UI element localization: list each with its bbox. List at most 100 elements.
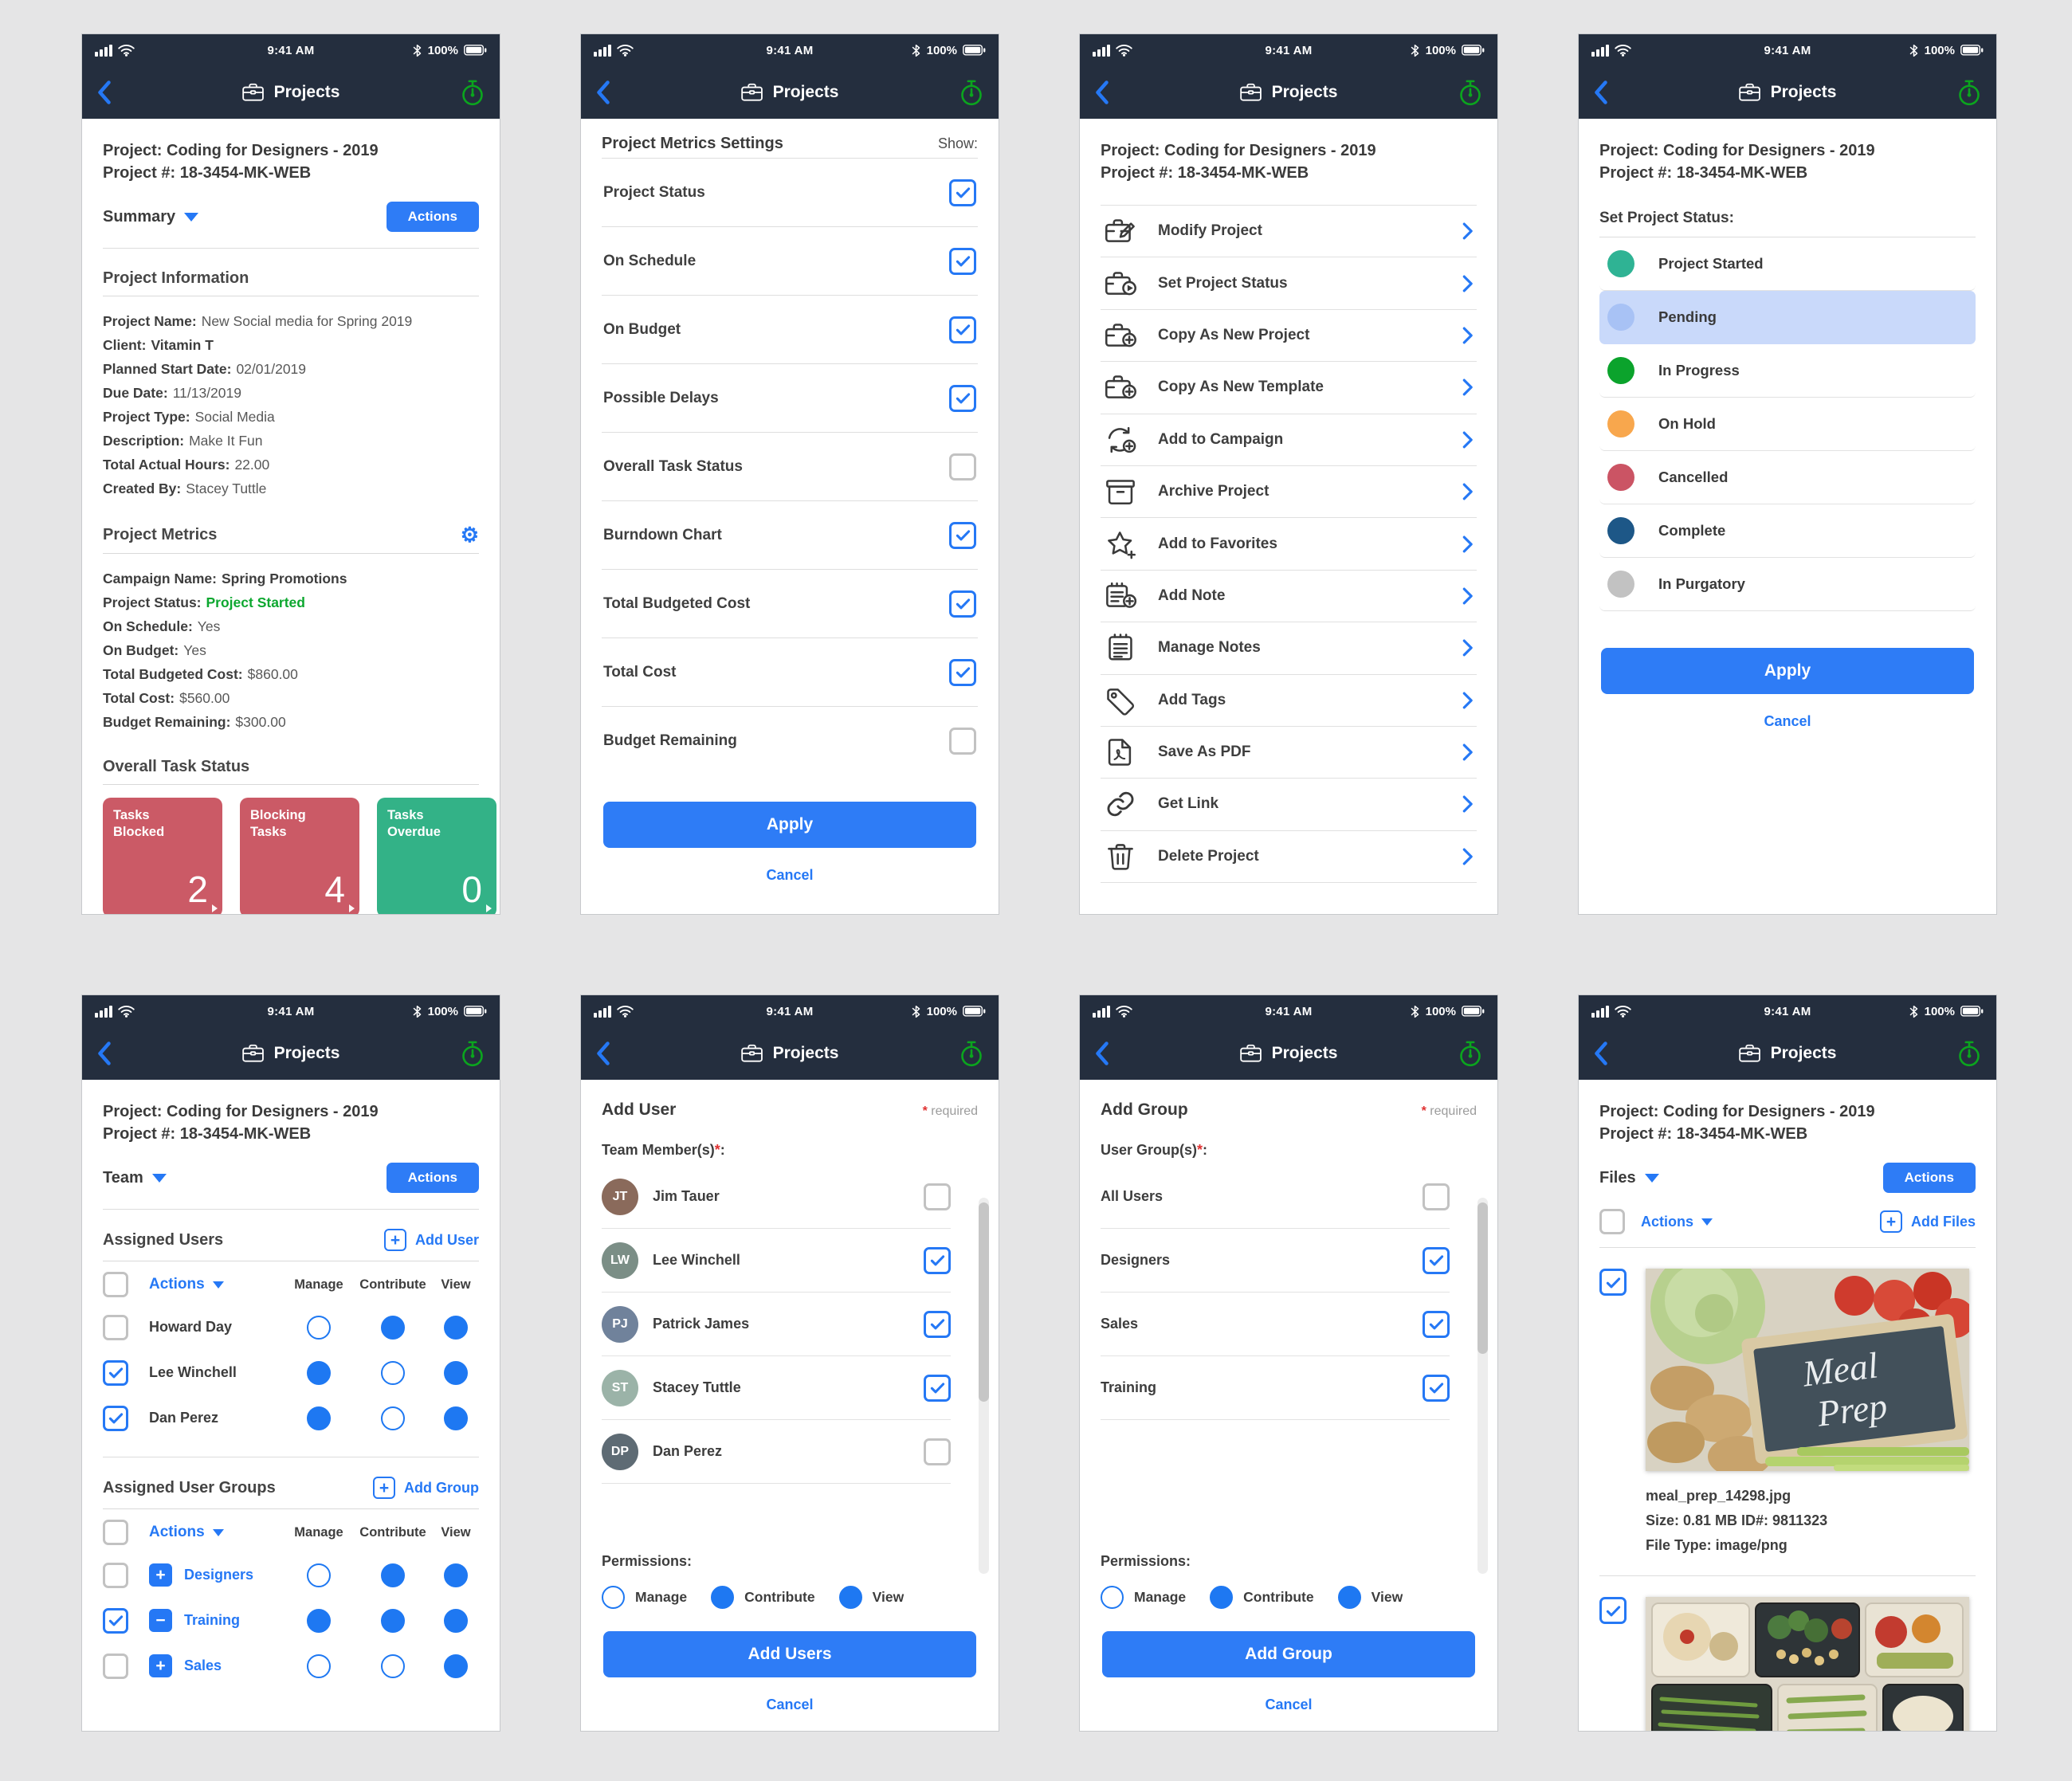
timer-icon[interactable] [1458,79,1483,106]
contribute-radio[interactable] [381,1406,405,1430]
checkbox[interactable] [949,521,976,549]
file-thumbnail[interactable] [1646,1597,1969,1731]
task-status-tile[interactable]: Tasks Blocked 2 [103,798,222,914]
back-chevron-icon[interactable] [1094,80,1109,104]
status-option[interactable]: In Progress [1599,344,1976,398]
checkbox[interactable] [949,316,976,343]
manage-radio[interactable] [307,1654,331,1678]
checkbox[interactable] [949,590,976,618]
status-option[interactable]: Project Started [1599,237,1976,291]
contribute-radio[interactable] [381,1654,405,1678]
menu-item[interactable]: Save As PDF [1101,727,1477,779]
group-name[interactable]: Sales [184,1657,222,1673]
back-chevron-icon[interactable] [1593,1042,1608,1065]
apply-button[interactable]: Apply [603,802,976,848]
menu-item[interactable]: Copy As New Project [1101,310,1477,363]
menu-item[interactable]: Modify Project [1101,206,1477,258]
menu-item[interactable]: Add Note [1101,571,1477,623]
view-radio[interactable] [444,1315,468,1340]
group-checkbox[interactable] [1423,1310,1450,1338]
task-status-tile[interactable]: Tasks Overdue 0 [377,798,496,914]
add-group-link[interactable]: + Add Group [373,1477,479,1499]
add-files-link[interactable]: + Add Files [1879,1210,1976,1233]
manage-radio[interactable] [307,1563,331,1587]
bulk-actions-dropdown[interactable]: Actions [149,1524,224,1541]
view-radio[interactable] [444,1406,468,1430]
permission-radio[interactable] [1101,1586,1124,1609]
group-checkbox[interactable] [1423,1246,1450,1274]
timer-icon[interactable] [959,1040,984,1067]
member-checkbox[interactable] [924,1183,951,1210]
add-group-button[interactable]: Add Group [1102,1631,1475,1677]
bulk-actions-dropdown[interactable]: Actions [149,1276,224,1293]
group-checkbox[interactable] [103,1562,128,1588]
cancel-link[interactable]: Cancel [1764,713,1811,729]
view-dropdown[interactable]: Files [1599,1169,1659,1187]
group-name[interactable]: Designers [184,1567,254,1583]
bulk-actions-dropdown[interactable]: Actions [1641,1214,1713,1230]
scrollbar-thumb[interactable] [979,1202,989,1402]
manage-radio[interactable] [307,1406,331,1430]
view-dropdown[interactable]: Team [103,1169,167,1187]
menu-item[interactable]: Add to Favorites [1101,518,1477,571]
cancel-link[interactable]: Cancel [766,867,814,883]
permission-radio[interactable] [1337,1586,1361,1609]
contribute-radio[interactable] [381,1360,405,1385]
select-all-users-checkbox[interactable] [103,1272,128,1297]
add-user-link[interactable]: + Add User [383,1229,479,1251]
checkbox[interactable] [949,384,976,412]
view-dropdown[interactable]: Summary [103,208,199,226]
permission-option[interactable]: Manage [602,1586,687,1609]
expand-toggle[interactable]: + [149,1654,172,1677]
checkbox[interactable] [949,178,976,206]
expand-toggle[interactable]: − [149,1609,172,1632]
permission-option[interactable]: View [838,1586,904,1609]
file-thumbnail[interactable]: Meal Prep [1646,1249,1975,1477]
menu-item[interactable]: Delete Project [1101,831,1477,884]
manage-radio[interactable] [307,1360,331,1385]
permission-option[interactable]: Contribute [711,1586,815,1609]
actions-button[interactable]: Actions [1882,1163,1976,1193]
menu-item[interactable]: Archive Project [1101,466,1477,519]
menu-item[interactable]: Add Tags [1101,675,1477,727]
status-option[interactable]: Cancelled [1599,451,1976,504]
timer-icon[interactable] [460,1040,485,1067]
menu-item[interactable]: Copy As New Template [1101,362,1477,414]
checkbox[interactable] [949,658,976,686]
timer-icon[interactable] [460,79,485,106]
status-option[interactable]: In Purgatory [1599,558,1976,611]
menu-item[interactable]: Get Link [1101,779,1477,831]
view-radio[interactable] [444,1360,468,1385]
manage-radio[interactable] [307,1608,331,1633]
member-checkbox[interactable] [924,1374,951,1402]
file-checkbox[interactable] [1599,1597,1627,1624]
add-users-button[interactable]: Add Users [603,1631,976,1677]
timer-icon[interactable] [1458,1040,1483,1067]
permission-option[interactable]: Manage [1101,1586,1186,1609]
permission-radio[interactable] [602,1586,625,1609]
menu-item[interactable]: Set Project Status [1101,257,1477,310]
contribute-radio[interactable] [381,1563,405,1587]
group-checkbox[interactable] [103,1607,128,1634]
timer-icon[interactable] [1956,1040,1982,1067]
cancel-link[interactable]: Cancel [766,1697,814,1712]
back-chevron-icon[interactable] [1593,80,1608,104]
back-chevron-icon[interactable] [595,1042,610,1065]
select-all-files-checkbox[interactable] [1599,1209,1625,1234]
actions-button[interactable]: Actions [386,1163,479,1193]
back-chevron-icon[interactable] [1094,1042,1109,1065]
checkbox[interactable] [949,727,976,755]
group-checkbox[interactable] [103,1653,128,1679]
back-chevron-icon[interactable] [595,80,610,104]
group-checkbox[interactable] [1423,1183,1450,1210]
view-radio[interactable] [444,1563,468,1587]
permission-radio[interactable] [711,1586,735,1609]
member-checkbox[interactable] [924,1310,951,1338]
task-status-tile[interactable]: Blocking Tasks 4 [240,798,359,914]
menu-item[interactable]: Add to Campaign [1101,414,1477,466]
user-checkbox[interactable] [103,1314,128,1340]
checkbox[interactable] [949,247,976,275]
status-option[interactable]: On Hold [1599,398,1976,451]
gear-icon[interactable]: ⚙ [460,523,479,547]
view-radio[interactable] [444,1608,468,1633]
